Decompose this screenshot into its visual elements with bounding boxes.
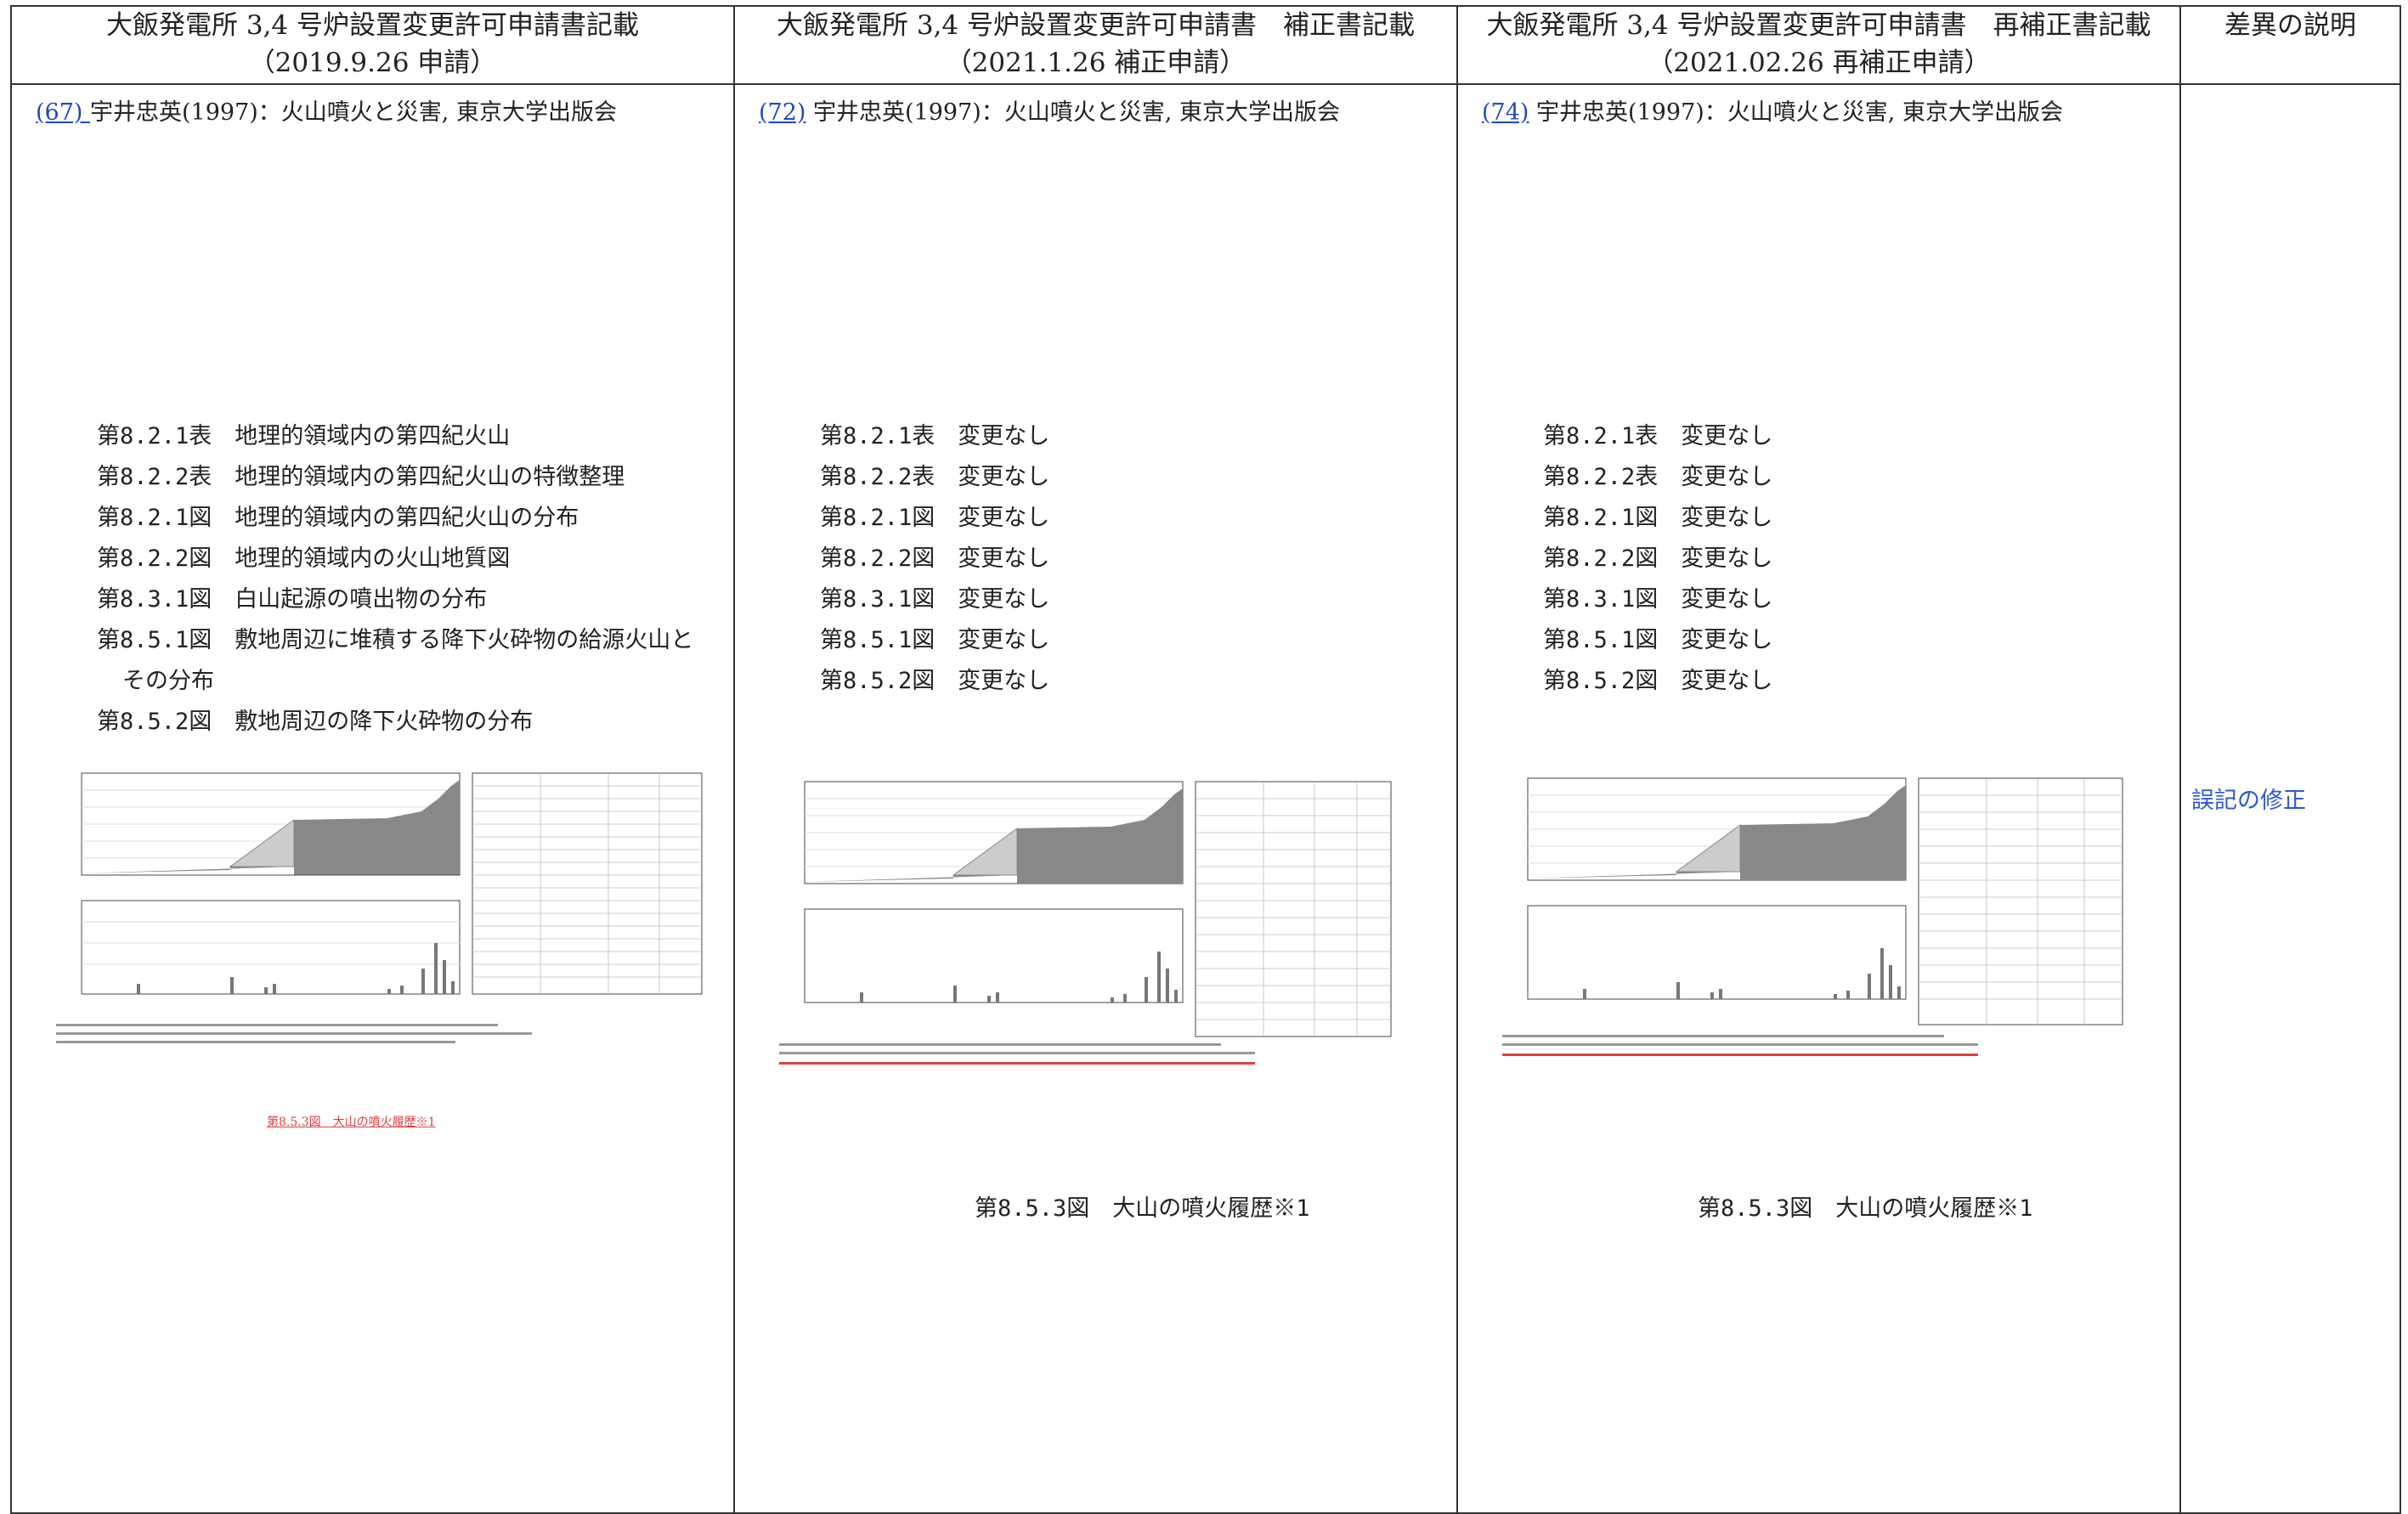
comparison-table: 大飯発電所 3,4 号炉設置変更許可申請書記載 （2019.9.26 申請） 大… <box>10 5 2401 1514</box>
list-item: 第8.2.2図 変更なし <box>820 545 1050 572</box>
reference-entry: (72) 宇井忠英(1997)：火山噴火と災害, 東京大学出版会 <box>759 93 1340 127</box>
reference-number-link[interactable]: (67) <box>36 99 91 126</box>
list-item: 第8.3.1図 変更なし <box>820 586 1050 613</box>
figure-list: 第8.2.1表 変更なし 第8.2.2表 変更なし 第8.2.1図 変更なし 第… <box>820 416 1049 702</box>
list-item: 第8.2.2表 変更なし <box>820 464 1050 490</box>
list-item: 第8.5.2図 変更なし <box>1543 668 1773 694</box>
cumulative-volume-chart <box>1527 777 1907 881</box>
eruption-volume-chart <box>804 908 1184 1003</box>
list-item: 第8.2.2図 変更なし <box>1543 545 1773 572</box>
difference-note: 誤記の修正 <box>2191 788 2306 814</box>
column-original: (67) 宇井忠英(1997)：火山噴火と災害, 東京大学出版会 第8.2.1表… <box>10 83 735 1514</box>
column-re-amendment: (74) 宇井忠英(1997)：火山噴火と災害, 東京大学出版会 第8.2.1表… <box>1456 83 2181 1514</box>
list-item: 第8.2.2図 地理的領域内の火山地質図 <box>97 545 511 572</box>
header-title: 差異の説明 <box>2224 10 2356 41</box>
header-title: 大飯発電所 3,4 号炉設置変更許可申請書記載 <box>105 10 639 41</box>
reference-entry: (67) 宇井忠英(1997)：火山噴火と災害, 東京大学出版会 <box>36 93 617 127</box>
volcano-data-table <box>1195 781 1392 1037</box>
list-item: 第8.5.1図 変更なし <box>820 627 1050 653</box>
list-item: 第8.2.1図 変更なし <box>820 505 1050 531</box>
list-item: 第8.3.1図 変更なし <box>1543 586 1773 613</box>
header-subtitle: （2019.9.26 申請） <box>248 48 497 78</box>
header-amendment: 大飯発電所 3,4 号炉設置変更許可申請書 補正書記載 （2021.1.26 補… <box>733 5 1458 85</box>
list-item: 第8.5.2図 敷地周辺の降下火砕物の分布 <box>97 709 534 735</box>
header-re-amendment: 大飯発電所 3,4 号炉設置変更許可申請書 再補正書記載 （2021.02.26… <box>1456 5 2181 85</box>
cumulative-volume-chart <box>804 781 1184 884</box>
volcano-data-table <box>472 772 703 995</box>
figure-caption: 第8.5.3図 大山の噴火履歴※1 <box>1698 1195 2033 1222</box>
volcano-data-table <box>1918 777 2123 1025</box>
reference-text: 宇井忠英(1997)：火山噴火と災害, 東京大学出版会 <box>805 99 1340 126</box>
cumulative-volume-chart <box>81 772 461 876</box>
list-item: 第8.2.1図 地理的領域内の第四紀火山の分布 <box>97 505 579 531</box>
figure-list: 第8.2.1表 地理的領域内の第四紀火山 第8.2.2表 地理的領域内の第四紀火… <box>97 416 693 743</box>
header-original: 大飯発電所 3,4 号炉設置変更許可申請書記載 （2019.9.26 申請） <box>10 5 735 85</box>
list-item: その分布 <box>122 668 214 694</box>
figure-list: 第8.2.1表 変更なし 第8.2.2表 変更なし 第8.2.1図 変更なし 第… <box>1543 416 1772 702</box>
list-item: 第8.2.1表 変更なし <box>1543 423 1773 449</box>
list-item: 第8.5.2図 変更なし <box>820 668 1050 694</box>
header-subtitle: （2021.02.26 再補正申請） <box>1647 48 1991 78</box>
list-item: 第8.2.1表 地理的領域内の第四紀火山 <box>97 423 511 449</box>
reference-text: 宇井忠英(1997)：火山噴火と災害, 東京大学出版会 <box>90 99 617 126</box>
reference-text: 宇井忠英(1997)：火山噴火と災害, 東京大学出版会 <box>1529 99 2063 126</box>
list-item: 第8.2.2表 変更なし <box>1543 464 1773 490</box>
eruption-history-figure <box>1502 777 2123 1056</box>
list-item: 第8.2.1図 変更なし <box>1543 505 1773 531</box>
reference-entry: (74) 宇井忠英(1997)：火山噴火と災害, 東京大学出版会 <box>1482 93 2063 127</box>
column-difference: 誤記の修正 <box>2179 83 2401 1514</box>
figure-caption: 第8.5.3図 大山の噴火履歴※1 <box>975 1195 1310 1222</box>
list-item: 第8.2.1表 変更なし <box>820 423 1050 449</box>
figure-caption-small: 第8.5.3図 大山の噴火履歴※1 <box>267 1116 436 1129</box>
column-amendment: (72) 宇井忠英(1997)：火山噴火と災害, 東京大学出版会 第8.2.1表… <box>733 83 1458 1514</box>
header-difference: 差異の説明 <box>2179 5 2401 85</box>
eruption-history-figure <box>779 781 1392 1065</box>
list-item: 第8.5.1図 変更なし <box>1543 627 1773 653</box>
reference-number-link[interactable]: (74) <box>1482 99 1529 126</box>
content-row: (67) 宇井忠英(1997)：火山噴火と災害, 東京大学出版会 第8.2.1表… <box>10 83 2401 1514</box>
reference-number-link[interactable]: (72) <box>759 99 806 126</box>
header-title: 大飯発電所 3,4 号炉設置変更許可申請書 再補正書記載 <box>1486 10 2151 41</box>
header-row: 大飯発電所 3,4 号炉設置変更許可申請書記載 （2019.9.26 申請） 大… <box>10 5 2401 85</box>
eruption-history-figure <box>56 772 703 1043</box>
eruption-volume-chart <box>1527 905 1907 1000</box>
list-item: 第8.3.1図 白山起源の噴出物の分布 <box>97 586 488 613</box>
header-title: 大飯発電所 3,4 号炉設置変更許可申請書 補正書記載 <box>776 10 1415 41</box>
list-item: 第8.2.2表 地理的領域内の第四紀火山の特徴整理 <box>97 464 625 490</box>
header-subtitle: （2021.1.26 補正申請） <box>945 48 1246 78</box>
list-item: 第8.5.1図 敷地周辺に堆積する降下火砕物の給源火山と <box>97 627 694 653</box>
eruption-volume-chart <box>81 900 461 995</box>
